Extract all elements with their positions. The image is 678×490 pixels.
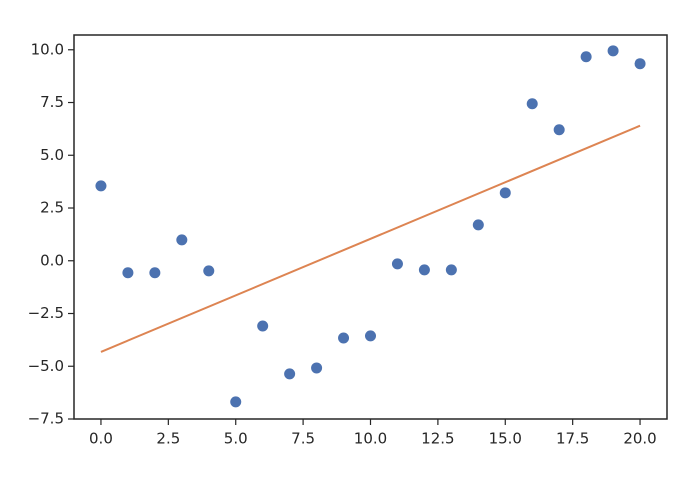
y-tick-label: −5.0: [28, 357, 64, 375]
x-tick-label: 2.5: [156, 430, 180, 448]
y-tick-label: 7.5: [40, 93, 64, 111]
point: [553, 124, 565, 136]
y-tick-label: 5.0: [40, 146, 64, 164]
point: [257, 320, 269, 332]
point: [95, 180, 107, 192]
point: [445, 264, 457, 276]
point: [230, 396, 242, 408]
point: [607, 45, 619, 57]
x-tick-label: 12.5: [421, 430, 454, 448]
x-tick-label: 5.0: [224, 430, 248, 448]
point: [472, 219, 484, 231]
point: [580, 51, 592, 63]
point: [149, 267, 161, 279]
x-tick-label: 0.0: [89, 430, 113, 448]
point: [122, 267, 134, 279]
point: [499, 187, 511, 199]
x-tick-label: 20.0: [623, 430, 656, 448]
y-tick-label: 0.0: [40, 251, 64, 269]
point: [311, 362, 323, 374]
point: [176, 234, 188, 246]
point: [284, 368, 296, 380]
plot-frame: [73, 34, 668, 420]
point: [418, 264, 430, 276]
fit-line: [100, 124, 641, 353]
point: [338, 332, 350, 344]
point: [365, 330, 376, 342]
point: [526, 98, 538, 110]
y-tick-label: 10.0: [31, 40, 64, 58]
y-tick-label: −7.5: [28, 410, 64, 428]
x-tick-label: 15.0: [489, 430, 522, 448]
point: [203, 265, 215, 277]
x-tick-label: 10.0: [354, 430, 387, 448]
point: [391, 258, 403, 270]
x-tick-label: 7.5: [291, 430, 315, 448]
y-tick-label: −2.5: [28, 304, 64, 322]
point: [634, 58, 646, 70]
x-tick-label: 17.5: [556, 430, 589, 448]
y-tick-label: 2.5: [40, 199, 64, 217]
